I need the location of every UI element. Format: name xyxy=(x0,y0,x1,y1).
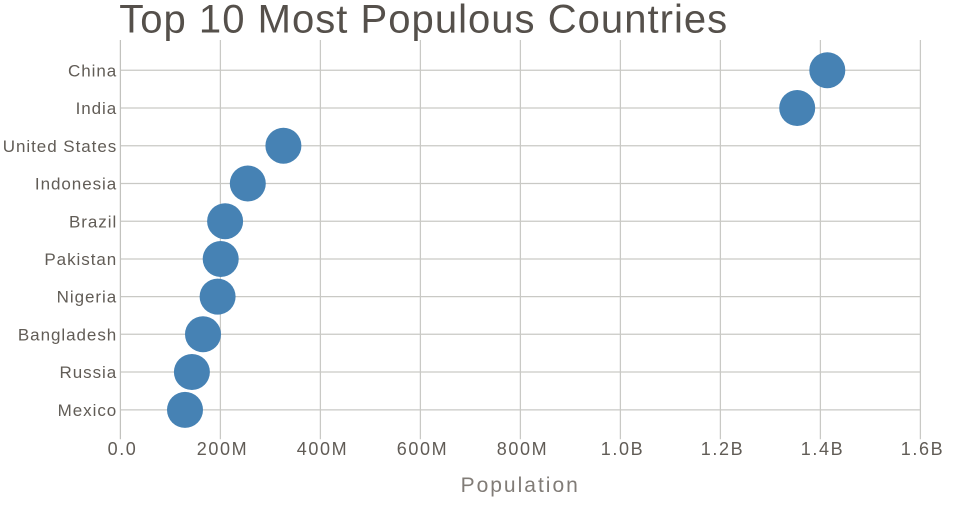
svg-text:Population: Population xyxy=(461,474,580,497)
svg-text:400M: 400M xyxy=(297,439,348,459)
svg-text:1.6B: 1.6B xyxy=(901,439,944,459)
svg-text:200M: 200M xyxy=(197,439,248,459)
svg-text:Bangladesh: Bangladesh xyxy=(18,325,117,344)
svg-text:600M: 600M xyxy=(397,439,448,459)
svg-text:1.4B: 1.4B xyxy=(801,439,844,459)
svg-text:China: China xyxy=(68,61,117,80)
svg-text:United States: United States xyxy=(3,137,117,156)
svg-text:Mexico: Mexico xyxy=(58,401,118,420)
svg-text:Pakistan: Pakistan xyxy=(44,250,117,269)
svg-text:India: India xyxy=(76,99,118,118)
svg-text:0.0: 0.0 xyxy=(108,439,138,459)
svg-text:Indonesia: Indonesia xyxy=(35,175,117,194)
svg-text:Top 10 Most Populous Countries: Top 10 Most Populous Countries xyxy=(119,0,728,41)
svg-text:800M: 800M xyxy=(497,439,548,459)
svg-text:1.0B: 1.0B xyxy=(601,439,644,459)
svg-text:Nigeria: Nigeria xyxy=(57,288,118,307)
svg-text:1.2B: 1.2B xyxy=(701,439,744,459)
svg-text:Brazil: Brazil xyxy=(69,212,117,231)
svg-text:Russia: Russia xyxy=(60,363,118,382)
